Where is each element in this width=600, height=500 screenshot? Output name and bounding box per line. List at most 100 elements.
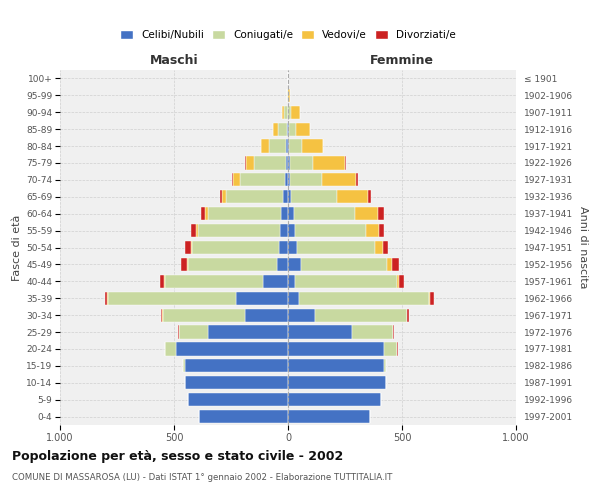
Bar (344, 156, 346, 170)
Bar (263, 274, 288, 288)
Bar (164, 274, 165, 288)
Bar (286, 156, 288, 170)
Bar (283, 106, 284, 119)
Text: Maschi: Maschi (149, 54, 199, 68)
Bar (208, 207, 281, 220)
Bar (287, 89, 288, 102)
Bar (233, 174, 240, 186)
Bar (165, 274, 263, 288)
Bar (392, 258, 398, 271)
Bar (379, 224, 384, 237)
Bar (337, 190, 368, 203)
Bar (384, 359, 386, 372)
Bar (192, 241, 279, 254)
Text: Femmine: Femmine (370, 54, 434, 68)
Bar (288, 376, 386, 390)
Bar (289, 122, 296, 136)
Bar (165, 342, 176, 355)
Bar (288, 292, 299, 305)
Bar (185, 376, 288, 390)
Bar (176, 342, 288, 355)
Bar (232, 174, 233, 186)
Bar (294, 207, 355, 220)
Bar (284, 106, 287, 119)
Bar (399, 274, 404, 288)
Bar (322, 174, 356, 186)
Bar (393, 326, 394, 338)
Bar (352, 326, 393, 338)
Bar (355, 207, 378, 220)
Bar (188, 258, 277, 271)
Bar (246, 156, 254, 170)
Bar (292, 190, 337, 203)
Bar (288, 342, 384, 355)
Bar (196, 224, 198, 237)
Bar (430, 292, 434, 305)
Text: COMUNE DI MASSAROSA (LU) - Dati ISTAT 1° gennaio 2002 - Elaborazione TUTTITALIA.: COMUNE DI MASSAROSA (LU) - Dati ISTAT 1°… (12, 472, 392, 482)
Bar (290, 174, 322, 186)
Legend: Celibi/Nubili, Coniugati/e, Vedovi/e, Divorziati/e: Celibi/Nubili, Coniugati/e, Vedovi/e, Di… (116, 26, 460, 44)
Bar (288, 241, 297, 254)
Bar (384, 342, 397, 355)
Bar (295, 224, 365, 237)
Bar (185, 359, 288, 372)
Bar (183, 359, 185, 372)
Bar (288, 393, 382, 406)
Bar (185, 241, 191, 254)
Bar (277, 258, 288, 271)
Bar (187, 258, 188, 271)
Bar (108, 292, 236, 305)
Bar (288, 190, 292, 203)
Bar (278, 122, 287, 136)
Bar (191, 241, 192, 254)
Bar (279, 241, 288, 254)
Bar (280, 224, 288, 237)
Bar (240, 174, 284, 186)
Bar (301, 258, 387, 271)
Bar (199, 410, 288, 423)
Bar (269, 140, 286, 152)
Bar (222, 190, 226, 203)
Bar (208, 326, 288, 338)
Bar (160, 274, 164, 288)
Bar (105, 292, 107, 305)
Bar (288, 140, 289, 152)
Bar (287, 122, 288, 136)
Bar (288, 156, 290, 170)
Bar (220, 190, 222, 203)
Bar (288, 274, 295, 288)
Bar (191, 224, 196, 237)
Bar (226, 190, 283, 203)
Y-axis label: Anni di nascita: Anni di nascita (578, 206, 589, 289)
Bar (302, 140, 323, 152)
Bar (397, 274, 399, 288)
Bar (299, 292, 430, 305)
Bar (288, 258, 301, 271)
Bar (288, 224, 295, 237)
Bar (295, 274, 397, 288)
Bar (236, 292, 288, 305)
Bar (378, 207, 385, 220)
Bar (374, 241, 383, 254)
Bar (205, 207, 208, 220)
Bar (290, 156, 313, 170)
Bar (261, 140, 269, 152)
Bar (288, 207, 294, 220)
Bar (179, 326, 208, 338)
Bar (198, 224, 280, 237)
Bar (288, 326, 352, 338)
Bar (274, 122, 278, 136)
Bar (383, 241, 388, 254)
Bar (181, 258, 187, 271)
Bar (288, 410, 370, 423)
Text: Popolazione per età, sesso e stato civile - 2002: Popolazione per età, sesso e stato civil… (12, 450, 343, 463)
Bar (202, 207, 205, 220)
Bar (286, 140, 288, 152)
Bar (288, 308, 316, 322)
Bar (365, 224, 379, 237)
Bar (161, 308, 163, 322)
Bar (387, 258, 392, 271)
Bar (288, 174, 290, 186)
Bar (283, 190, 288, 203)
Bar (245, 308, 288, 322)
